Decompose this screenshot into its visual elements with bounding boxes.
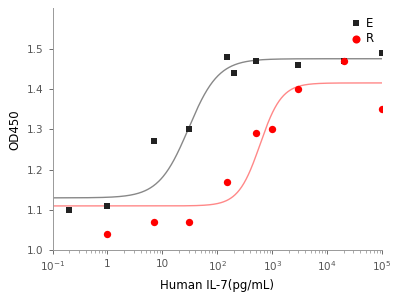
R: [224, 179, 230, 184]
Legend: E, R: E, R: [349, 14, 376, 47]
R: [185, 220, 192, 224]
E: [252, 58, 259, 63]
E: [185, 127, 192, 132]
R: [151, 220, 157, 224]
E: [224, 54, 230, 59]
E: [66, 208, 72, 212]
Y-axis label: OD450: OD450: [8, 109, 21, 150]
R: [340, 58, 347, 63]
E: [379, 50, 385, 55]
R: [269, 127, 276, 132]
E: [104, 203, 111, 208]
R: [104, 232, 111, 237]
E: [231, 70, 237, 75]
E: [340, 58, 347, 63]
E: [295, 62, 302, 67]
R: [379, 107, 385, 112]
R: [295, 87, 302, 92]
E: [151, 139, 157, 144]
X-axis label: Human IL-7(pg/mL): Human IL-7(pg/mL): [160, 279, 274, 292]
R: [252, 131, 259, 136]
